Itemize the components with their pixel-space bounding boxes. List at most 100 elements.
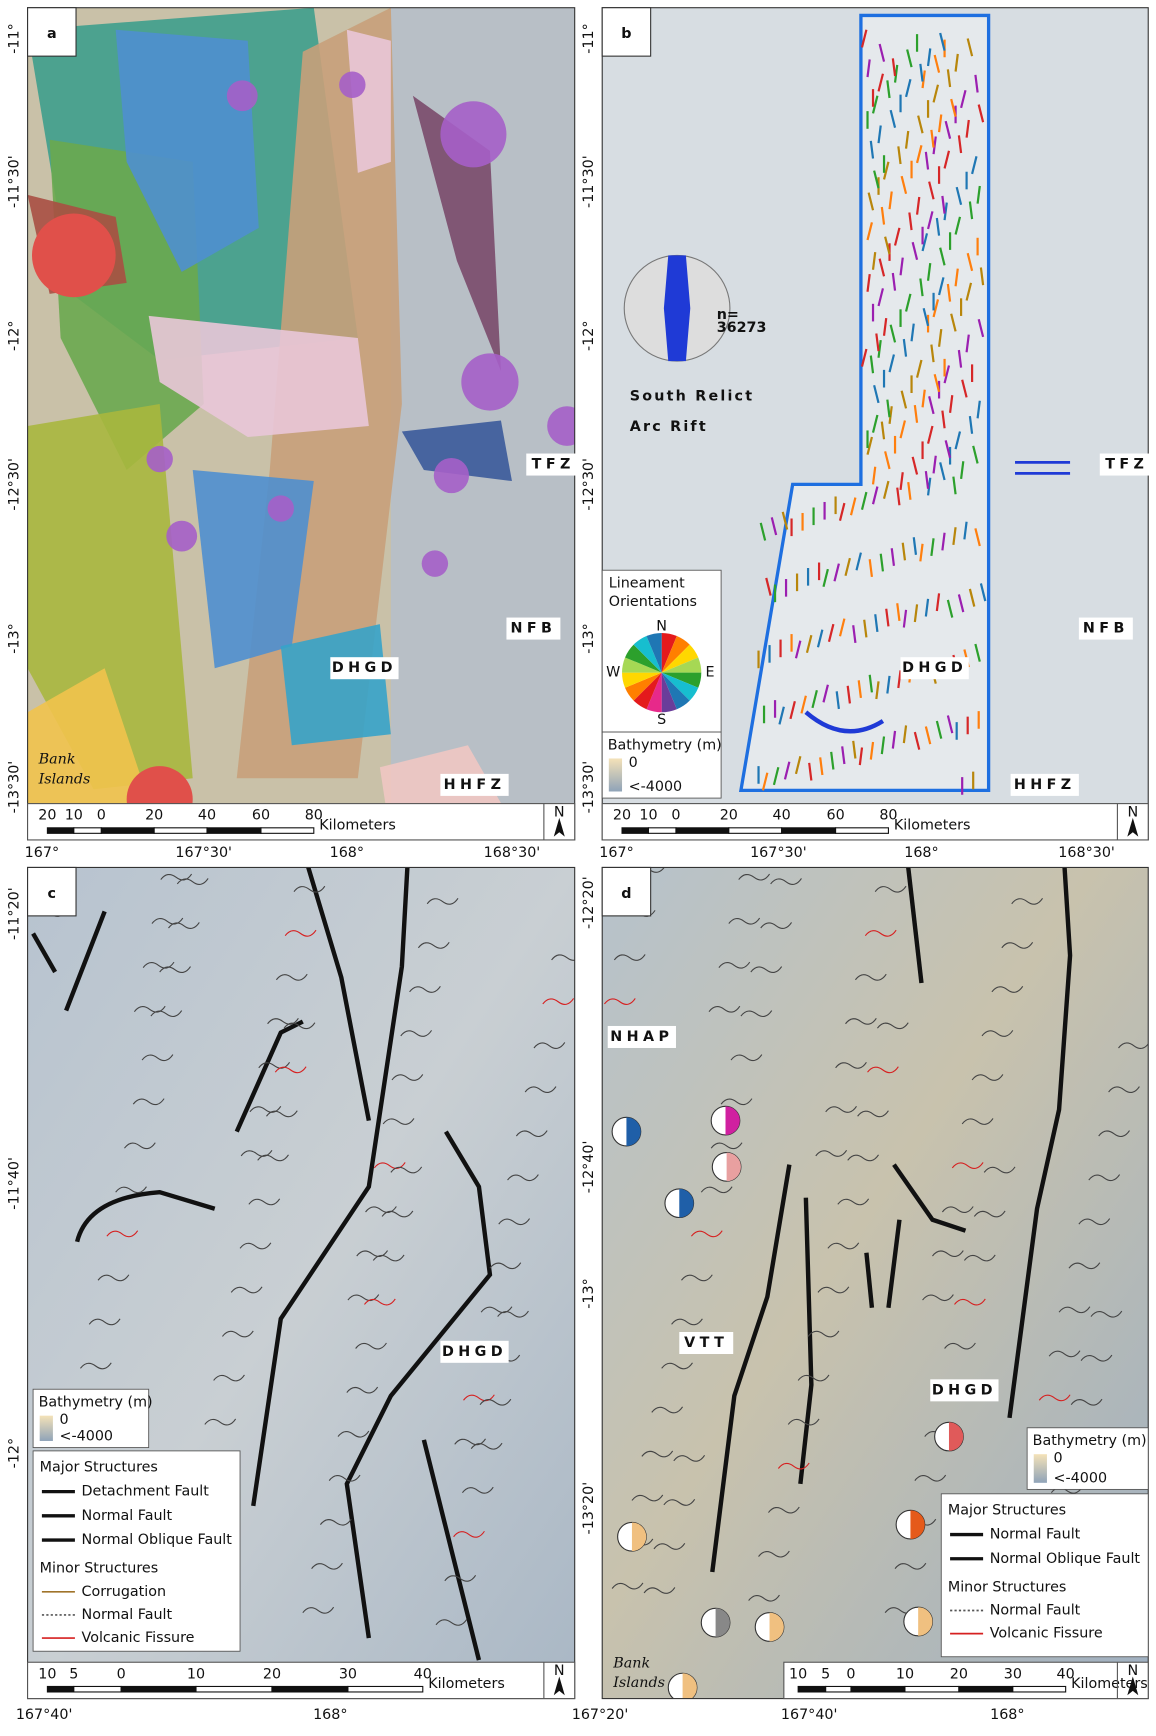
map-panel: dNHAPVTTDHGDBankIslandsBathymetry (m)0<-…: [602, 862, 1149, 1702]
scale-bar-segment: [729, 828, 782, 834]
place-label: DHGD: [902, 660, 967, 676]
scale-bar-segment: [905, 1686, 959, 1692]
bathymetry-min: <-4000: [629, 779, 683, 795]
longitude-label: 167°20': [572, 1707, 629, 1723]
volcano: [440, 101, 506, 167]
longitude-label: 167°30': [175, 845, 232, 861]
legend-heading: Major Structures: [40, 1459, 158, 1475]
scale-label: 20: [263, 1666, 281, 1682]
rose-petals: [664, 255, 690, 361]
latitude-label: -12°40': [581, 1141, 597, 1194]
latitude-label: -12°30': [581, 458, 597, 511]
compass-label: W: [606, 665, 620, 681]
latitude-label: -12°: [581, 321, 597, 351]
region-title: Arc Rift: [630, 419, 708, 435]
volcano: [146, 446, 172, 472]
scale-label: 0: [97, 808, 106, 824]
legend-heading: Major Structures: [948, 1502, 1066, 1518]
latitude-label: -11°20': [6, 887, 22, 940]
volcano: [461, 353, 518, 410]
longitude-label: 168°: [990, 1707, 1024, 1723]
scale-label: 0: [671, 808, 680, 824]
volcano: [227, 80, 258, 111]
scale-unit: Kilometers: [428, 1676, 505, 1692]
bank-islands-label: Bank: [38, 752, 76, 768]
place-label: DHGD: [442, 1344, 507, 1360]
map-panel: bTFZNFBDHGDHHFZn=36273South RelictArc Ri…: [602, 8, 1154, 840]
bank-islands-label: Bank: [612, 1655, 650, 1671]
scale-bar-segment: [648, 828, 676, 834]
map-body: [28, 8, 587, 840]
longitude-label: 167°40': [16, 1707, 73, 1723]
scale-label: 10: [38, 1666, 56, 1682]
compass-label: N: [656, 618, 667, 634]
scale-label: 10: [639, 808, 657, 824]
longitude-label: 168°: [904, 845, 938, 861]
scale-bar-segment: [74, 828, 102, 834]
longitude-label: 167°: [25, 845, 59, 861]
scale-bar-segment: [1013, 1686, 1066, 1692]
scale-label: 20: [38, 808, 56, 824]
latitude-label: -13°: [6, 623, 22, 654]
latitude-label: -12°: [6, 1438, 22, 1469]
scale-label: 20: [950, 1666, 968, 1682]
volcano: [268, 495, 294, 521]
place-label: NFB: [510, 621, 556, 637]
bathymetry-title: Bathymetry (m): [608, 737, 722, 753]
bathymetry-ramp: [609, 758, 622, 791]
scale-bar-segment: [348, 1686, 423, 1692]
longitude-label: 167°30': [750, 845, 807, 861]
longitude-label: 167°: [599, 845, 633, 861]
latitude-label: -11°: [6, 23, 22, 54]
scale-bar-segment: [47, 1686, 73, 1692]
map-panel: cDHGDBathymetry (m)0<-4000Major Structur…: [28, 862, 583, 1699]
longitude-label: 168°: [330, 845, 364, 861]
figure: aTFZNFBDHGDHHFZBankIslands2010020406080K…: [0, 0, 1156, 1736]
scale-label: 30: [1004, 1666, 1022, 1682]
scale-bar-segment: [826, 1686, 851, 1692]
scale-label: 20: [613, 808, 631, 824]
volcano: [339, 72, 365, 98]
place-label: HHFZ: [444, 777, 506, 793]
scale-bar-segment: [261, 828, 314, 834]
place-label: HHFZ: [1014, 777, 1076, 793]
scale-bar-segment: [207, 828, 261, 834]
bathymetry-max: 0: [1054, 1451, 1063, 1467]
legend-label: Normal Fault: [82, 1607, 173, 1623]
scale-bar-segment: [782, 828, 836, 834]
bathymetry-max: 0: [629, 755, 638, 771]
scale-label: 10: [789, 1666, 807, 1682]
legend-label: Normal Fault: [82, 1508, 173, 1524]
latitude-label: -13°30': [6, 761, 22, 814]
place-label: NFB: [1083, 621, 1129, 637]
latitude-label: -11°: [581, 23, 597, 53]
longitude-label: 168°30': [1058, 845, 1115, 861]
volcano: [547, 406, 587, 446]
legend-heading: Minor Structures: [948, 1579, 1067, 1595]
legend-label: Volcanic Fissure: [82, 1630, 195, 1646]
latitude-label: -13°20': [581, 1482, 597, 1535]
latitude-label: -13°30': [581, 761, 597, 814]
latitude-label: -11°30': [6, 155, 22, 208]
scale-bar-segment: [74, 1686, 121, 1692]
legend-label: Normal Oblique Fault: [82, 1532, 233, 1548]
panel-letter: d: [621, 886, 631, 902]
longitude-label: 167°40': [781, 1707, 838, 1723]
scale-bar-segment: [196, 1686, 272, 1692]
volcano: [434, 458, 469, 493]
legend-heading: Minor Structures: [40, 1561, 159, 1577]
scale-unit: Kilometers: [894, 818, 971, 834]
place-label: TFZ: [1105, 457, 1148, 473]
volcano: [166, 521, 197, 552]
latitude-label: -13°: [581, 1278, 597, 1309]
orientation-legend-title: Orientations: [609, 594, 697, 610]
scale-label: 20: [720, 808, 738, 824]
legend-label: Normal Fault: [990, 1603, 1081, 1619]
latitude-label: -11°30': [581, 155, 597, 208]
rose-count: 36273: [717, 320, 767, 336]
scale-label: 60: [826, 808, 844, 824]
latitude-label: -12°30': [6, 458, 22, 511]
panel-letter: a: [47, 26, 57, 42]
bank-islands-label: Islands: [612, 1675, 665, 1691]
scale-bar-segment: [622, 828, 648, 834]
